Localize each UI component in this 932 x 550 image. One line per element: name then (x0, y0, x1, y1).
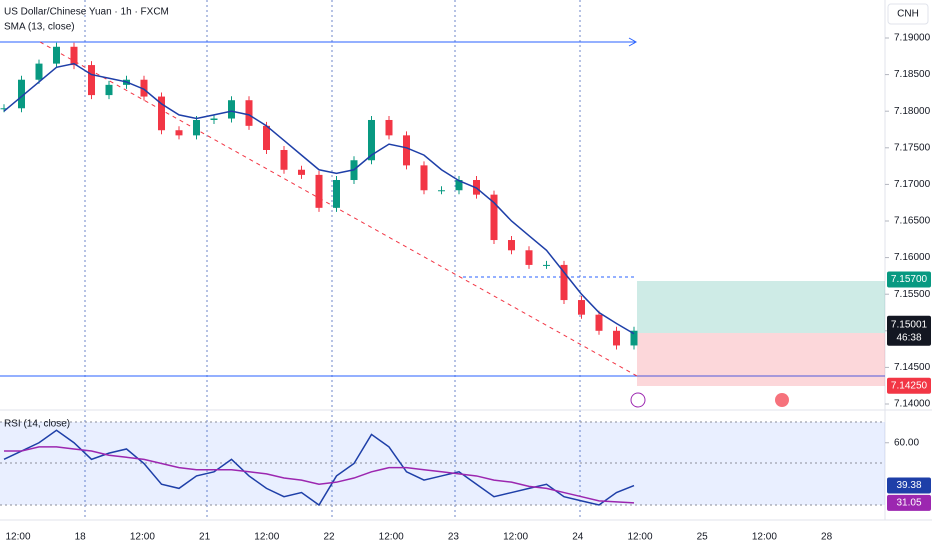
candle-body (525, 250, 533, 265)
candle-body (578, 300, 585, 315)
candle-body (105, 84, 113, 96)
candle-body (18, 79, 25, 109)
day-separators (84, 0, 581, 520)
y-tick-label: 7.14000 (894, 399, 931, 410)
candle-body (245, 100, 253, 126)
x-tick-label: 22 (323, 532, 335, 543)
candle-body (543, 264, 550, 266)
event-icon[interactable] (630, 392, 646, 408)
loss-zone (637, 333, 885, 386)
x-tick-label: 25 (697, 532, 709, 543)
price-badge-label: 31.05 (896, 497, 921, 508)
candle-body (315, 174, 323, 208)
candle-body (490, 194, 498, 241)
candle-body (228, 100, 235, 119)
candle-body (70, 46, 78, 66)
candle-body (298, 169, 305, 175)
y-tick-label: 7.15500 (894, 289, 931, 300)
candle-body (280, 149, 288, 170)
price-badge (887, 377, 931, 394)
candle-body (88, 65, 95, 96)
x-tick-label: 18 (75, 532, 87, 543)
y-tick-label: 7.17000 (894, 179, 931, 190)
rsi-line (4, 446, 635, 504)
price-badge (887, 494, 931, 511)
y-tick-label: 7.16000 (894, 252, 931, 263)
price-badge (887, 271, 931, 288)
x-tick-label: 21 (199, 532, 211, 543)
y-tick-label: 7.16500 (894, 216, 931, 227)
x-tick-label: 12:00 (627, 532, 652, 543)
candle-body (613, 330, 620, 346)
trend-line (39, 41, 638, 377)
candle-body (385, 119, 393, 136)
candle-body (455, 180, 463, 191)
y-tick-label: 7.18000 (894, 106, 931, 117)
x-tick-label: 12:00 (130, 532, 155, 543)
candle-body (193, 119, 200, 136)
currency: CNH (897, 9, 919, 20)
x-tick-label: 12:00 (503, 532, 528, 543)
x-tick-label: 12:00 (5, 532, 30, 543)
flag-icon[interactable] (775, 393, 789, 407)
ray-arrow (628, 37, 638, 47)
profit-zone (637, 281, 885, 333)
candle-body (35, 63, 43, 80)
candle-body (175, 130, 183, 136)
y-tick-label: 7.17500 (894, 142, 931, 153)
rsi-band (0, 422, 885, 505)
candle-body (368, 119, 375, 161)
x-tick-label: 28 (821, 532, 833, 543)
x-tick-label: 24 (572, 532, 584, 543)
rsi-label: RSI (14, close) (4, 419, 70, 430)
rsi-tick-label: 60.00 (894, 437, 919, 448)
x-tick-label: 12:00 (752, 532, 777, 543)
price-badge-label: 39.38 (896, 480, 921, 491)
candle-body (263, 125, 270, 150)
price-badge-label: 7.15700 (891, 274, 928, 285)
price-badge-label: 7.14250 (891, 380, 928, 391)
currency-box[interactable] (887, 3, 929, 25)
y-tick-label: 7.14500 (894, 362, 931, 373)
candle-body (333, 180, 340, 208)
candle-body (420, 165, 428, 191)
candle-body (438, 190, 445, 192)
candle-body (210, 118, 218, 120)
candle-body (140, 79, 148, 97)
price-badge (887, 315, 931, 346)
chart-title: US Dollar/Chinese Yuan · 1h · FXCM (4, 7, 169, 18)
x-tick-label: 12:00 (254, 532, 279, 543)
candle-body (0, 108, 8, 110)
y-tick-label: 7.18500 (894, 69, 931, 80)
candle-body (508, 240, 515, 251)
x-tick-label: 12:00 (379, 532, 404, 543)
sma-label: SMA (13, close) (4, 22, 75, 33)
x-tick-label: 23 (448, 532, 460, 543)
y-tick-label: 7.19000 (894, 33, 931, 44)
candle-body (560, 264, 568, 301)
candle-body (158, 96, 165, 131)
price-badge-label: 7.15001 (891, 319, 928, 330)
countdown: 46:38 (896, 332, 921, 343)
candle-body (403, 135, 410, 166)
price-badge (887, 477, 931, 494)
rsi-line (3, 429, 635, 507)
candle-body (53, 46, 60, 64)
candle-body (630, 330, 638, 346)
candle-body (595, 314, 603, 331)
sma-line (3, 62, 635, 335)
